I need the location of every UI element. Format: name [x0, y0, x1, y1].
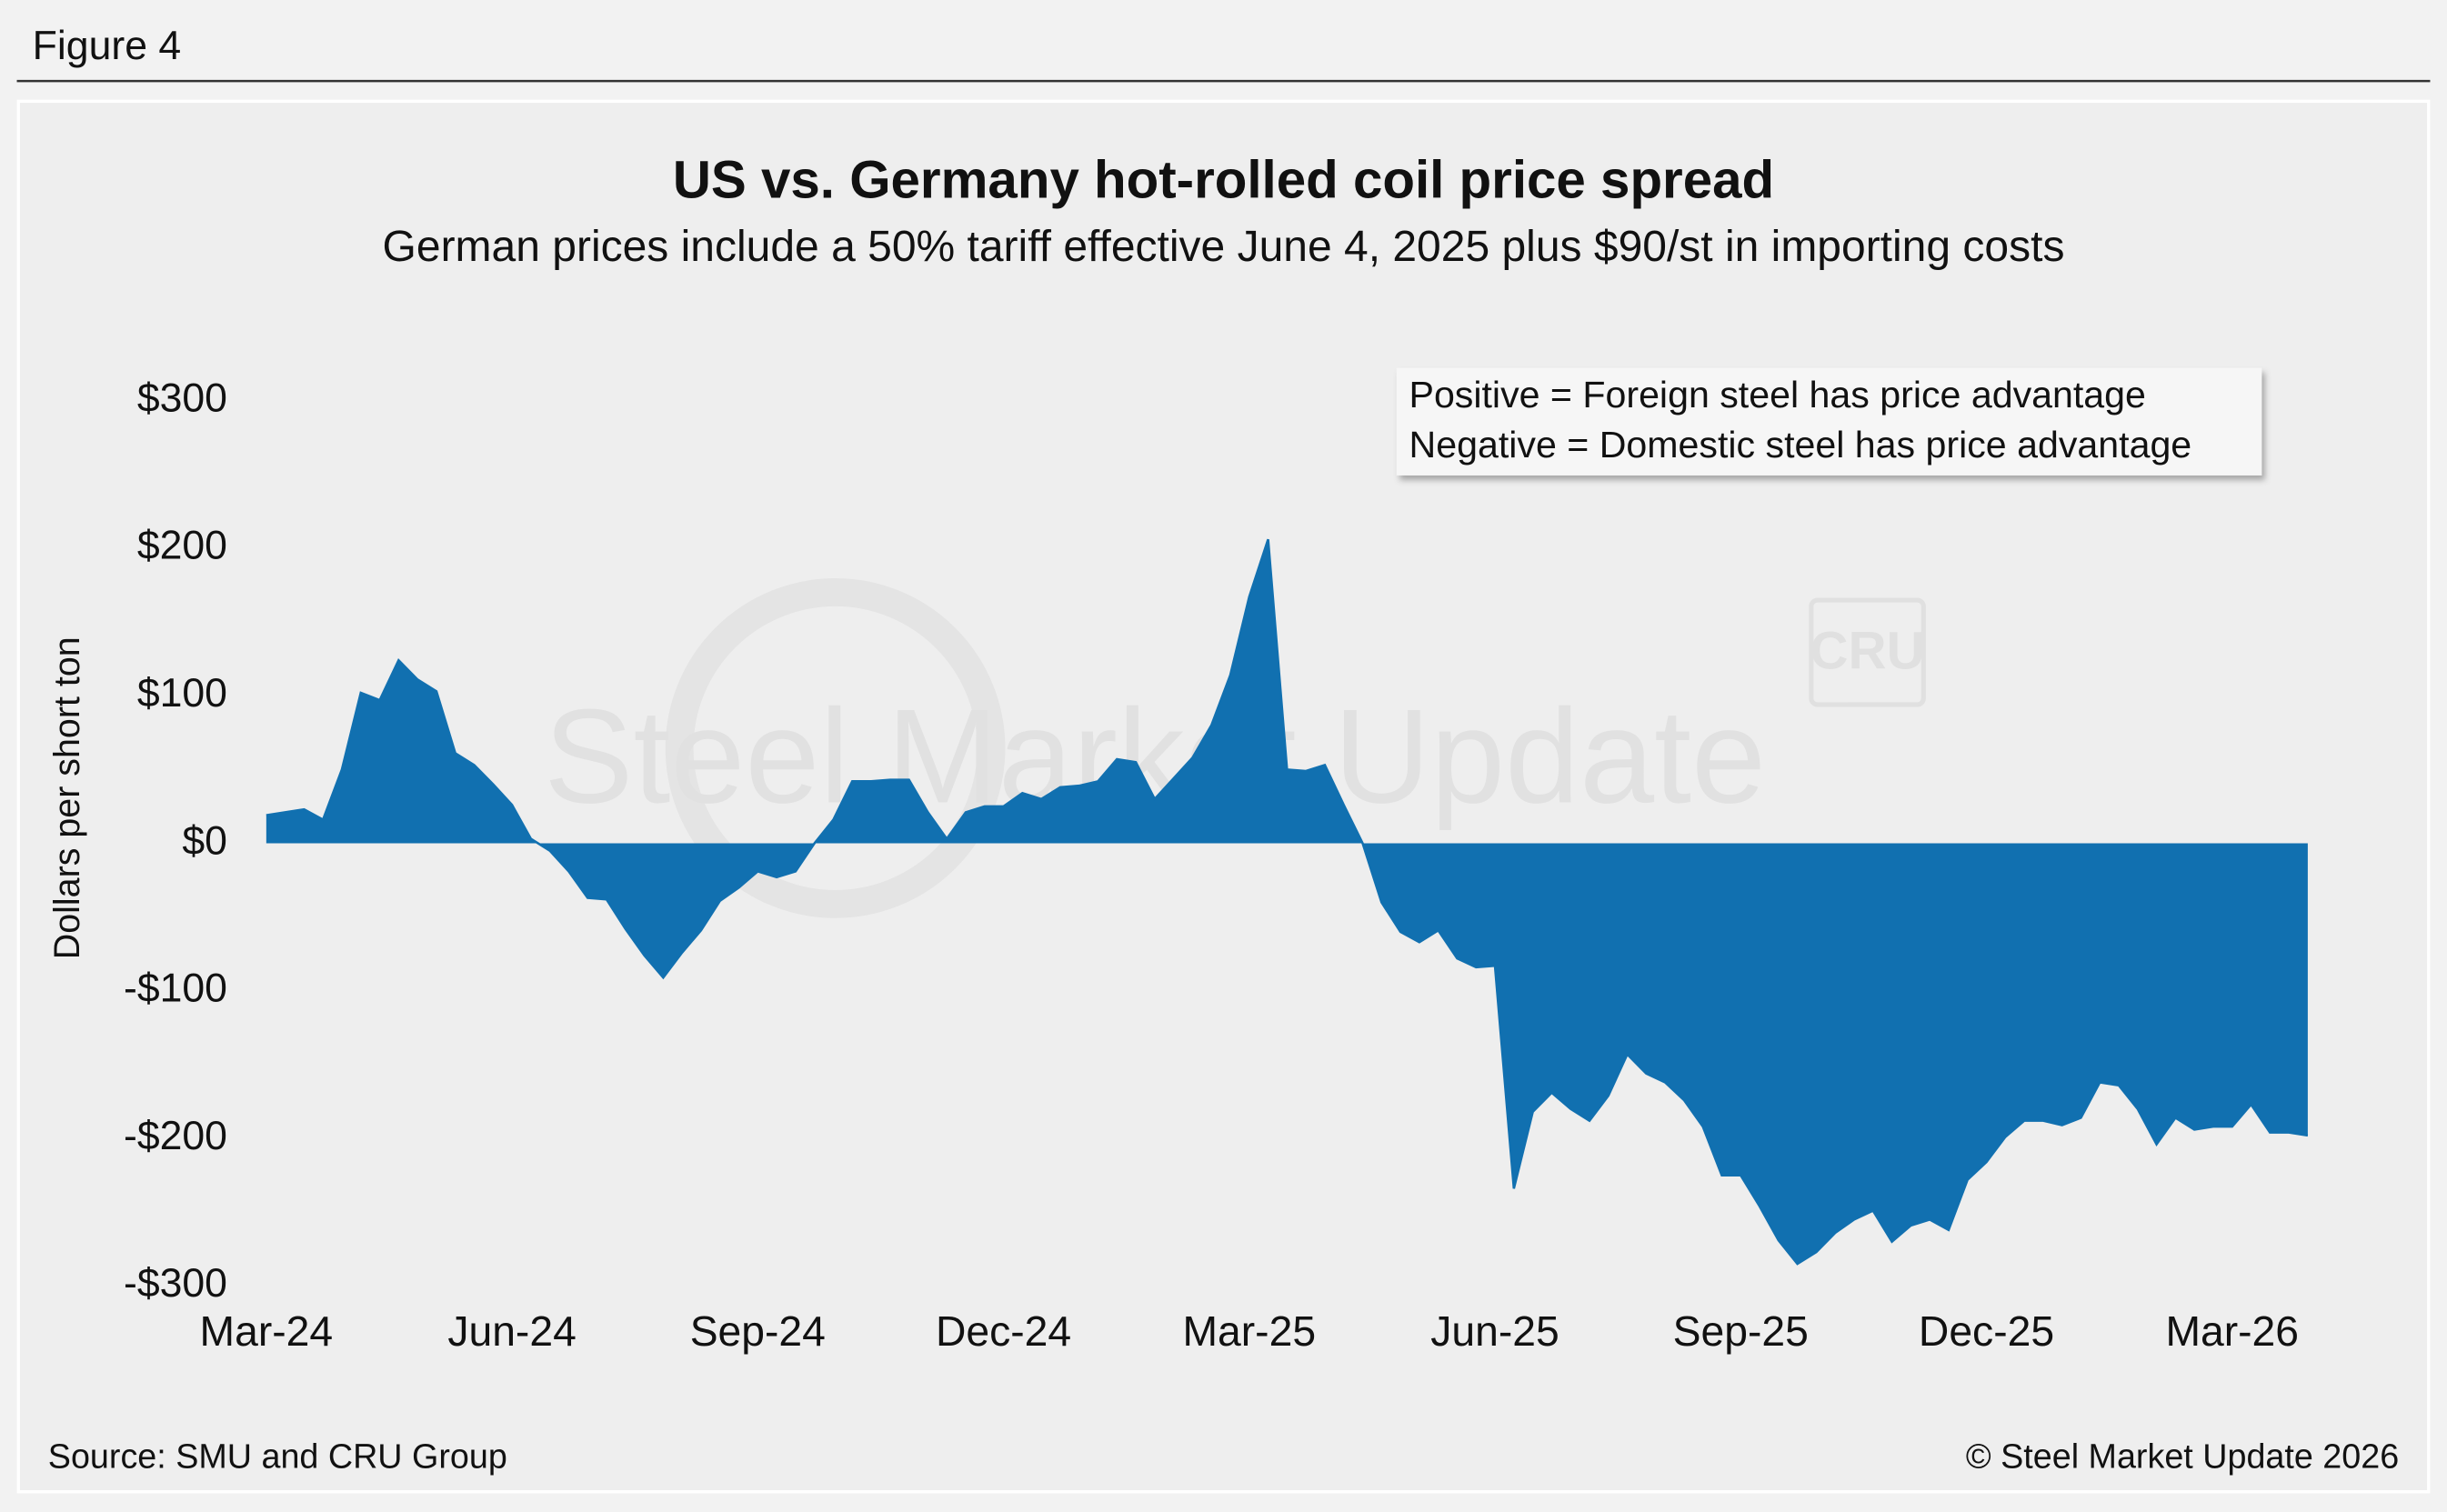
- x-tick-label: Jun-25: [1430, 1307, 1559, 1355]
- annotation: Positive = Foreign steel has price advan…: [1409, 374, 2146, 416]
- source: Source: SMU and CRU Group: [48, 1437, 507, 1476]
- chart-subtitle: German prices include a 50% tariff effec…: [383, 223, 2065, 271]
- x-tick-label: Mar-25: [1183, 1307, 1317, 1355]
- x-tick-label: Dec-25: [1919, 1307, 2054, 1355]
- y-tick-label: $200: [137, 524, 227, 568]
- y-tick-label: $100: [137, 671, 227, 716]
- chart-title: US vs. Germany hot-rolled coil price spr…: [673, 151, 1774, 210]
- annotation-box: [1396, 367, 2262, 476]
- x-tick-label: Sep-24: [690, 1307, 826, 1355]
- y-axis-label: Dollars per short ton: [47, 636, 87, 959]
- y-tick-label: -$100: [124, 966, 227, 1011]
- y-tick-label: -$200: [124, 1114, 227, 1158]
- y-tick-label: $300: [137, 375, 227, 420]
- y-tick-label: -$300: [124, 1261, 227, 1306]
- watermark-box: [1809, 597, 1926, 707]
- x-tick-label: Dec-24: [936, 1307, 1071, 1355]
- copyright: © Steel Market Update 2026: [1966, 1437, 2399, 1476]
- x-tick-label: Mar-24: [200, 1307, 334, 1355]
- plot: -$300 -$200 -$100 $0 $100 $200 $300 Mar-24 Jun-2…: [124, 375, 2309, 1355]
- annotation: Negative = Domestic steel has price adva…: [1409, 424, 2192, 466]
- y-tick-label: $0: [182, 818, 227, 863]
- area-line: [266, 538, 2309, 1266]
- figure-label: Figure 4: [33, 24, 181, 68]
- x-tick-label: Sep-25: [1673, 1307, 1809, 1355]
- watermark-logo: [665, 578, 1006, 918]
- x-tick-label: Jun-24: [447, 1307, 576, 1355]
- area-fill: [266, 539, 2308, 1265]
- watermark-cru: CRU: [1810, 621, 1924, 680]
- x-tick-label: Mar-26: [2165, 1307, 2299, 1355]
